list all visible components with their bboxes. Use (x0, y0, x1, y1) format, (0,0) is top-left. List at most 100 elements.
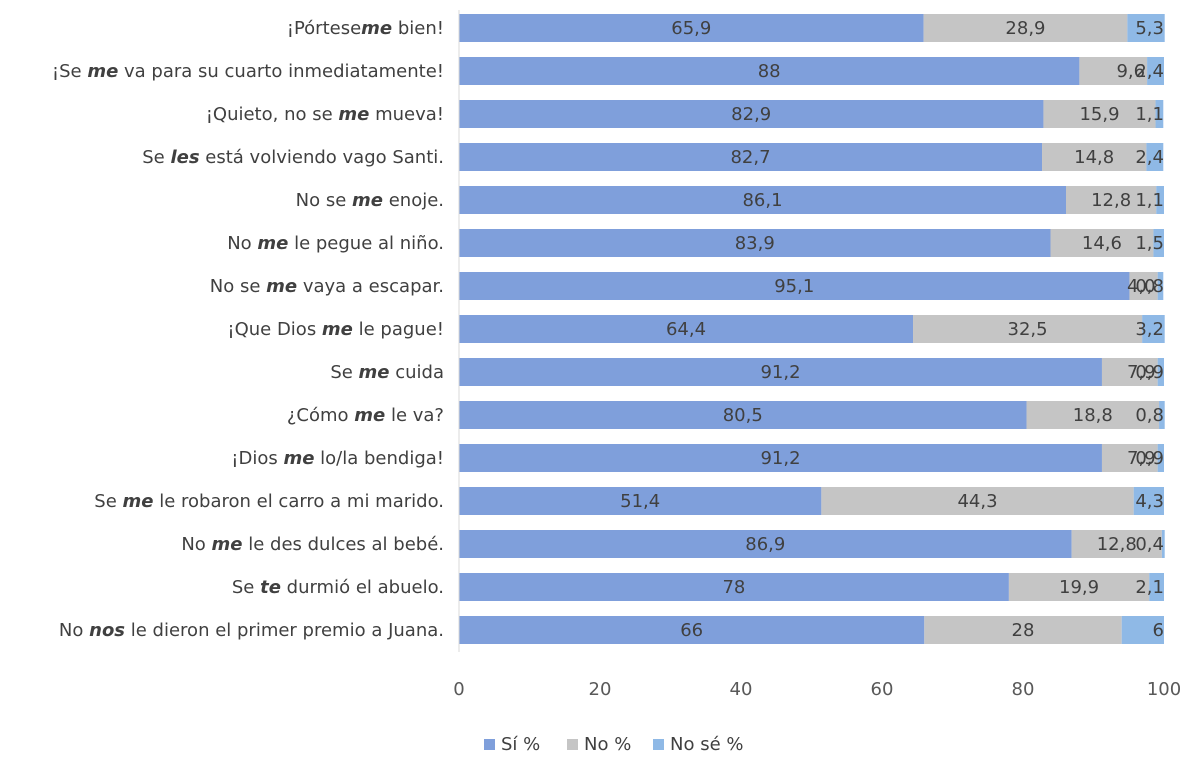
bar-segment (1149, 573, 1164, 601)
data-label: 86,9 (745, 534, 785, 555)
category-label: ¡Se me va para su cuarto inmediatamente! (52, 61, 444, 82)
data-label: 86,1 (742, 190, 782, 211)
data-label: 9,6 (1116, 61, 1145, 82)
data-label: 0,8 (1135, 276, 1164, 297)
data-label: 88 (758, 61, 781, 82)
bar-segment (924, 616, 1122, 644)
category-label: No se me enoje. (296, 190, 444, 211)
data-label: 14,8 (1074, 147, 1114, 168)
category-label: ¡Que Dios me le pague! (227, 319, 444, 340)
data-label: 15,9 (1079, 104, 1119, 125)
bar-segment (459, 487, 822, 515)
data-label: 2,4 (1135, 147, 1164, 168)
data-label: 3,2 (1135, 319, 1164, 340)
bar-segment (821, 487, 1134, 515)
x-tick-label: 100 (1147, 679, 1181, 700)
category-label: No me le des dulces al bebé. (181, 534, 444, 555)
bar-segment (1133, 487, 1164, 515)
bar-segment (1008, 573, 1150, 601)
bar-segment (459, 530, 1072, 558)
category-label: ¡Dios me lo/la bendiga! (231, 448, 444, 469)
bar-segment (459, 57, 1080, 85)
bar-segment (1101, 358, 1158, 386)
category-label: ¡Quieto, no se me mueva! (206, 104, 444, 125)
bar-segment (1026, 401, 1160, 429)
bar-segment (1155, 100, 1164, 128)
data-label: 6 (1153, 620, 1164, 641)
data-label: 18,8 (1073, 405, 1113, 426)
data-label: 0,4 (1135, 534, 1164, 555)
data-label: 0,9 (1135, 448, 1164, 469)
bar-segment (459, 100, 1044, 128)
bar-segment (459, 14, 924, 42)
x-tick-label: 20 (589, 679, 612, 700)
category-label: Se me le robaron el carro a mi marido. (94, 491, 444, 512)
bar-segment (459, 272, 1130, 300)
data-label: 4,3 (1135, 491, 1164, 512)
bar-segment (1129, 272, 1158, 300)
data-label: 7,9 (1127, 362, 1156, 383)
data-label: 1,5 (1135, 233, 1164, 254)
data-label: 1,1 (1135, 190, 1164, 211)
category-label: No se me vaya a escapar. (210, 276, 444, 297)
bar-segment (459, 358, 1102, 386)
bar-segment (1147, 57, 1164, 85)
data-label: 51,4 (620, 491, 660, 512)
bar-segment (1101, 444, 1158, 472)
bar-segment (459, 616, 925, 644)
bar-segment (1127, 14, 1165, 42)
data-label: 19,9 (1059, 577, 1099, 598)
bar-segment (1043, 100, 1156, 128)
legend-label: No % (584, 734, 631, 755)
data-label: 4,0 (1127, 276, 1156, 297)
legend-swatch (484, 739, 495, 750)
bar-segment (459, 229, 1051, 257)
data-label: 1,1 (1135, 104, 1164, 125)
category-label: Se te durmió el abuelo. (232, 577, 444, 598)
x-tick-label: 60 (871, 679, 894, 700)
bar-segment (1157, 358, 1164, 386)
bar-segment (459, 573, 1009, 601)
bar-segment (459, 186, 1067, 214)
bar-segment (1146, 143, 1164, 171)
x-tick-label: 80 (1012, 679, 1035, 700)
bar-segment (1153, 229, 1164, 257)
bar-segment (1042, 143, 1147, 171)
data-label: 91,2 (760, 448, 800, 469)
data-label: 7,9 (1127, 448, 1156, 469)
data-label: 66 (680, 620, 703, 641)
data-label: 28,9 (1005, 18, 1045, 39)
data-label: 78 (722, 577, 745, 598)
bar-segment (913, 315, 1143, 343)
bar-segment (1157, 444, 1164, 472)
bar-segment (1161, 530, 1165, 558)
data-label: 5,3 (1135, 18, 1164, 39)
bar-segment (1071, 530, 1162, 558)
category-label: Se me cuida (330, 362, 444, 383)
bars-group: 65,9 28,9 5,388 9,62,482,9 15,9 1,182,7 14,8 2,… (459, 14, 1165, 644)
bar-segment (923, 14, 1128, 42)
bar-segment (1159, 401, 1165, 429)
bar-segment (1142, 315, 1165, 343)
data-label: 12,8 (1097, 534, 1137, 555)
bar-segment (1079, 57, 1148, 85)
category-labels: ¡Pórteseme bien! ¡Se me va para su cuarto… (52, 18, 444, 641)
data-label: 14,6 (1082, 233, 1122, 254)
data-label: 91,2 (760, 362, 800, 383)
data-label: 28 (1012, 620, 1035, 641)
bar-segment (459, 315, 914, 343)
category-label: ¿Cómo me le va? (287, 405, 444, 426)
bar-segment (459, 401, 1027, 429)
data-label: 0,8 (1135, 405, 1164, 426)
bar-segment (1050, 229, 1154, 257)
legend-label: No sé % (670, 734, 743, 755)
bar-segment (459, 143, 1043, 171)
category-label: No me le pegue al niño. (227, 233, 444, 254)
data-label: 82,9 (731, 104, 771, 125)
data-label: 83,9 (735, 233, 775, 254)
data-label: 95,1 (774, 276, 814, 297)
category-label: No nos le dieron el primer premio a Juan… (59, 620, 444, 641)
x-axis-ticks: 0 20 40 60 80 100 (453, 679, 1181, 700)
legend-swatch (653, 739, 664, 750)
